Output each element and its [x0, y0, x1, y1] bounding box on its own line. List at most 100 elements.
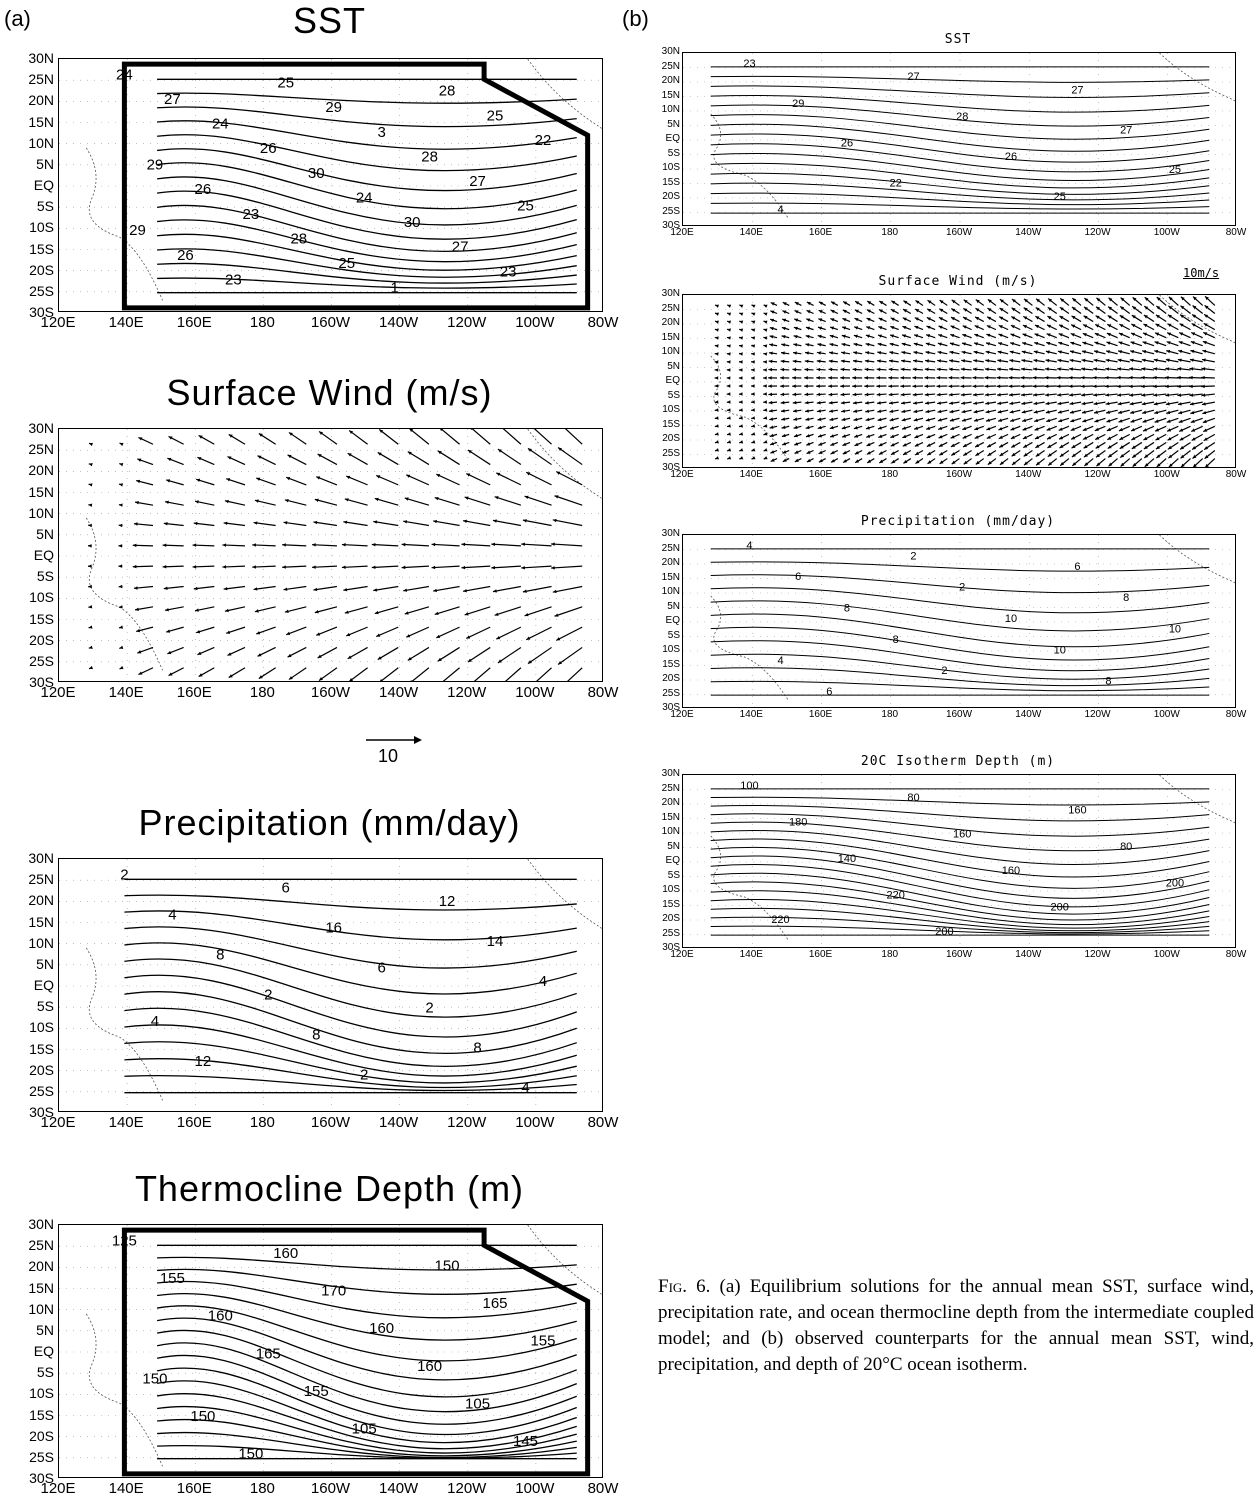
wind-arrowhead	[792, 367, 797, 372]
wind-arrowhead	[948, 384, 953, 388]
lat-tick-label: EQ	[33, 547, 54, 563]
contour-label: 14	[487, 933, 504, 950]
wind-vector	[377, 451, 399, 466]
wind-arrowhead	[1177, 367, 1182, 371]
contour-line	[710, 667, 1210, 687]
wind-arrowhead	[286, 631, 291, 635]
wind-vector	[374, 497, 399, 506]
contour-line	[710, 855, 1210, 899]
lon-tick-label: 160W	[945, 949, 973, 960]
wind-arrowhead	[1192, 314, 1197, 318]
wind-vector	[404, 497, 430, 506]
wind-arrowhead	[1034, 435, 1039, 439]
wind-arrowhead	[1167, 314, 1172, 319]
wind-arrowhead	[818, 310, 823, 314]
wind-arrowhead	[841, 351, 846, 355]
wind-arrowhead	[1093, 401, 1098, 406]
wind-arrowhead	[1105, 401, 1110, 406]
contour-label: 2	[910, 550, 916, 562]
wind-arrowhead	[936, 392, 941, 397]
wind-arrowhead	[1191, 323, 1196, 327]
wind-arrowhead	[222, 565, 227, 569]
wind-arrowhead	[950, 435, 955, 439]
wind-arrowhead	[876, 384, 880, 388]
wind-arrowhead	[137, 650, 142, 654]
lat-tick-label: EQ	[665, 133, 680, 144]
lon-tick-label: 160E	[176, 1114, 212, 1131]
wind-vector	[318, 667, 338, 681]
wind-vector	[373, 520, 399, 527]
wind-arrowhead	[864, 359, 869, 363]
coastline	[710, 355, 789, 461]
wind-arrowhead	[1166, 410, 1171, 415]
wind-arrowhead	[727, 304, 732, 308]
wind-arrowhead	[1106, 427, 1111, 432]
wind-arrowhead	[1143, 436, 1148, 441]
wind-arrowhead	[466, 635, 471, 639]
wind-arrowhead	[927, 451, 932, 456]
wind-arrowhead	[521, 542, 525, 546]
lon-tick-label: 160E	[808, 949, 833, 960]
wind-arrowhead	[1130, 341, 1135, 345]
wind-arrowhead	[1022, 418, 1027, 422]
wind-vector	[551, 543, 583, 547]
wind-arrowhead	[558, 660, 563, 665]
wind-arrowhead	[1057, 393, 1061, 397]
wind-arrowhead	[914, 434, 919, 439]
wind-vector	[344, 606, 368, 614]
contour-label: 3	[377, 124, 385, 141]
lat-tick-label: 25N	[661, 782, 680, 794]
wind-arrowhead	[780, 392, 785, 397]
wind-arrowhead	[373, 520, 378, 524]
lat-tick-label: 20S	[29, 1061, 54, 1078]
wind-arrowhead	[1033, 367, 1037, 371]
wind-arrowhead	[1156, 297, 1161, 301]
lon-tick-label: 180	[249, 314, 275, 331]
wind-arrowhead	[1144, 297, 1149, 301]
wind-arrowhead	[1107, 436, 1112, 440]
wind-arrowhead	[1060, 461, 1065, 466]
wind-arrowhead	[840, 384, 844, 388]
wind-arrowhead	[224, 608, 229, 613]
wind-arrowhead	[282, 565, 286, 569]
contour-line	[710, 123, 1210, 152]
wind-arrowhead	[1203, 437, 1208, 441]
wind-arrowhead	[1047, 316, 1052, 320]
wind-arrowhead	[1010, 333, 1015, 337]
wind-arrowhead	[1129, 358, 1134, 363]
wind-arrowhead	[1081, 358, 1086, 363]
wind-arrowhead	[1193, 463, 1197, 467]
contour-line	[157, 148, 577, 192]
wind-arrowhead	[951, 452, 956, 456]
wind-vector	[552, 519, 583, 527]
wind-arrowhead	[1177, 393, 1182, 397]
wind-arrowhead	[924, 392, 929, 397]
wind-arrowhead	[864, 376, 868, 380]
wind-arrowhead	[792, 400, 797, 405]
wind-arrowhead	[817, 425, 822, 430]
wind-arrowhead	[1045, 410, 1050, 414]
wind-arrowhead	[888, 376, 893, 380]
wind-arrowhead	[162, 565, 167, 569]
contour-label: 220	[771, 914, 789, 926]
wind-arrowhead	[282, 543, 286, 547]
wind-vector	[494, 606, 522, 616]
plot-a-thermo: 125 160 150 155 170 165 160 160 155 165 160 150 155 1…	[58, 1224, 603, 1478]
wind-vector	[347, 646, 368, 660]
wind-arrowhead	[1011, 307, 1016, 312]
contour-label: 30	[308, 165, 325, 182]
wind-arrowhead	[782, 318, 787, 322]
wind-arrowhead	[879, 300, 884, 305]
contour-label: 10	[1005, 613, 1017, 625]
wind-arrowhead	[726, 360, 731, 364]
plot-canvas: 1251601501551701651601601551651601501551…	[59, 1225, 602, 1477]
wind-arrowhead	[751, 312, 756, 316]
wind-arrowhead	[903, 309, 908, 313]
wind-arrowhead	[1202, 349, 1207, 354]
wind-arrowhead	[890, 334, 894, 338]
wind-arrowhead	[1142, 341, 1147, 345]
wind-arrowhead	[1118, 332, 1123, 337]
wind-arrowhead	[829, 342, 834, 347]
coastline	[527, 859, 602, 930]
wind-arrowhead	[138, 671, 143, 675]
